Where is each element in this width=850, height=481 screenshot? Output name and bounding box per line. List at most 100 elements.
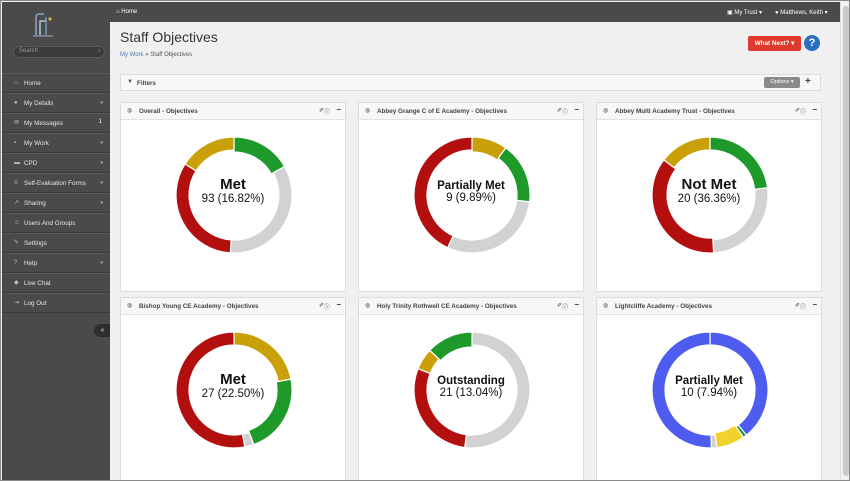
- what-next-button[interactable]: What Next? ▾: [748, 36, 801, 51]
- status-name: Not Met: [681, 176, 737, 193]
- sidebar-item-users-and-groups[interactable]: ☺ Users And Groups: [2, 213, 110, 233]
- sidebar-item-label: Log Out: [24, 300, 47, 307]
- user-menu[interactable]: ● Matthews, Keith ▾: [775, 9, 828, 16]
- minimize-button[interactable]: −: [574, 300, 579, 309]
- home-link[interactable]: ⌂ Home: [116, 9, 137, 15]
- sidebar-item-label: Self-Evaluation Forms: [24, 180, 86, 187]
- sidebar-item-label: Help: [24, 260, 37, 267]
- user-icon: ●: [775, 10, 779, 16]
- eraser-icon[interactable]: ✐: [318, 303, 324, 309]
- status-name: Met: [220, 371, 246, 388]
- sidebar-item-live-chat[interactable]: ◆ Live Chat: [2, 273, 110, 293]
- donut-segment-green[interactable]: [428, 331, 473, 362]
- eraser-icon[interactable]: ✐: [318, 108, 324, 114]
- donut-segment-gold[interactable]: [184, 136, 235, 172]
- panel-title: Bishop Young CE Academy - Objectives: [139, 303, 259, 310]
- donut-chart: [651, 136, 769, 254]
- minimize-button[interactable]: −: [336, 300, 341, 309]
- my-trust-menu[interactable]: ▣ My Trust ▾: [727, 9, 762, 16]
- status-name: Partially Met: [675, 375, 743, 387]
- donut-segment-blue[interactable]: [651, 331, 712, 449]
- minimize-button[interactable]: −: [336, 105, 341, 114]
- logo: [33, 13, 53, 37]
- top-bar: ⌂ Home ▣ My Trust ▾ ● Matthews, Keith ▾: [110, 2, 840, 22]
- sidebar-item-cpd[interactable]: ▬ CPD ▾: [2, 153, 110, 173]
- info-icon[interactable]: ⓘ: [799, 110, 806, 116]
- panel-body: Met 27 (22.50%): [121, 315, 345, 480]
- home-label: Home: [121, 9, 138, 15]
- wrench-icon: ✎: [14, 240, 20, 246]
- scrollbar-thumb[interactable]: [843, 6, 849, 476]
- options-button[interactable]: Options ▾: [764, 77, 800, 88]
- status-name: Partially Met: [437, 180, 505, 192]
- globe-icon: ◍: [365, 303, 371, 309]
- donut-segment-green[interactable]: [233, 136, 286, 175]
- sidebar-item-self-evaluation-forms[interactable]: ≡ Self-Evaluation Forms ▾: [2, 173, 110, 193]
- minimize-button[interactable]: −: [812, 300, 817, 309]
- donut-segment-red[interactable]: [651, 159, 715, 254]
- sidebar-item-home[interactable]: ⌂ Home: [2, 73, 110, 93]
- eraser-icon[interactable]: ✐: [556, 303, 562, 309]
- donut-segment-red[interactable]: [413, 136, 473, 249]
- sidebar-item-settings[interactable]: ✎ Settings: [2, 233, 110, 253]
- sidebar-item-label: Users And Groups: [24, 220, 76, 227]
- filter-icon: ▼: [127, 79, 133, 85]
- donut-segment-grey[interactable]: [446, 199, 531, 254]
- help-button[interactable]: ?: [804, 35, 820, 51]
- globe-icon: ◍: [127, 108, 133, 114]
- minimize-button[interactable]: −: [812, 105, 817, 114]
- sidebar-item-label: Home: [24, 80, 41, 87]
- panel-header: ◍ Abbey Grange C of E Academy - Objective…: [359, 103, 583, 120]
- info-icon[interactable]: ⓘ: [323, 110, 330, 116]
- panel-body: Partially Met 9 (9.89%): [359, 120, 583, 293]
- filters-bar[interactable]: ▼ Filters Options ▾ +: [120, 74, 821, 91]
- page-title: Staff Objectives: [120, 29, 218, 45]
- logout-icon: ⇥: [14, 300, 20, 306]
- mail-icon: ✉: [14, 120, 20, 126]
- donut-chart: [175, 136, 293, 254]
- donut-segment-gold[interactable]: [663, 136, 711, 169]
- chevron-down-icon: ▾: [759, 10, 763, 16]
- eraser-icon[interactable]: ✐: [794, 303, 800, 309]
- sidebar-item-label: My Work: [24, 140, 49, 147]
- eraser-icon[interactable]: ✐: [556, 108, 562, 114]
- home-icon: ⌂: [14, 80, 18, 86]
- sidebar-nav: ⌂ Home ● My Details ▾ ✉ My Messages 1 ▪ My Work ▾ ▬…: [2, 73, 110, 313]
- add-filter-button[interactable]: +: [805, 76, 811, 87]
- sidebar-item-help[interactable]: ? Help ▾: [2, 253, 110, 273]
- breadcrumb-my-work[interactable]: My Work: [120, 52, 144, 58]
- info-icon[interactable]: ⓘ: [799, 305, 806, 311]
- sidebar-item-my-details[interactable]: ● My Details ▾: [2, 93, 110, 113]
- donut-segment-grey[interactable]: [710, 434, 718, 449]
- chat-icon: ◆: [14, 280, 19, 286]
- breadcrumb-current: » Staff Objectives: [145, 52, 193, 58]
- donut-center-label: Partially Met 10 (7.94%): [597, 375, 821, 399]
- info-icon[interactable]: ⓘ: [561, 110, 568, 116]
- sidebar-item-my-messages[interactable]: ✉ My Messages 1: [2, 113, 110, 133]
- info-icon[interactable]: ⓘ: [323, 305, 330, 311]
- objectives-panel: ◍ Holy Trinity Rothwell CE Academy - Obje…: [358, 297, 584, 480]
- search-icon: ⌕: [97, 48, 101, 54]
- status-count: 21 (13.04%): [439, 387, 503, 399]
- minimize-button[interactable]: −: [574, 105, 579, 114]
- trust-icon: ▣: [727, 10, 733, 16]
- scrollbar[interactable]: [840, 2, 849, 480]
- sidebar-item-sharing[interactable]: ↗ Sharing ▾: [2, 193, 110, 213]
- panel-body: Outstanding 21 (13.04%): [359, 315, 583, 480]
- sidebar-item-my-work[interactable]: ▪ My Work ▾: [2, 133, 110, 153]
- donut-segment-red[interactable]: [175, 331, 246, 449]
- status-count: 10 (7.94%): [680, 387, 738, 399]
- search-input[interactable]: Search ⌕: [13, 46, 105, 58]
- objectives-panel: ◍ Lightcliffe Academy - Objectives ✐ ⓘ − Part…: [596, 297, 822, 480]
- globe-icon: ◍: [127, 303, 133, 309]
- eraser-icon[interactable]: ✐: [794, 108, 800, 114]
- donut-center-label: Outstanding 21 (13.04%): [359, 375, 583, 399]
- users-icon: ☺: [14, 220, 21, 226]
- globe-icon: ◍: [603, 303, 609, 309]
- collapse-sidebar-button[interactable]: «: [94, 324, 111, 337]
- sidebar-item-log-out[interactable]: ⇥ Log Out: [2, 293, 110, 313]
- sidebar-item-label: Live Chat: [24, 280, 51, 287]
- objectives-panel: ◍ Bishop Young CE Academy - Objectives ✐ ⓘ −…: [120, 297, 346, 480]
- info-icon[interactable]: ⓘ: [561, 305, 568, 311]
